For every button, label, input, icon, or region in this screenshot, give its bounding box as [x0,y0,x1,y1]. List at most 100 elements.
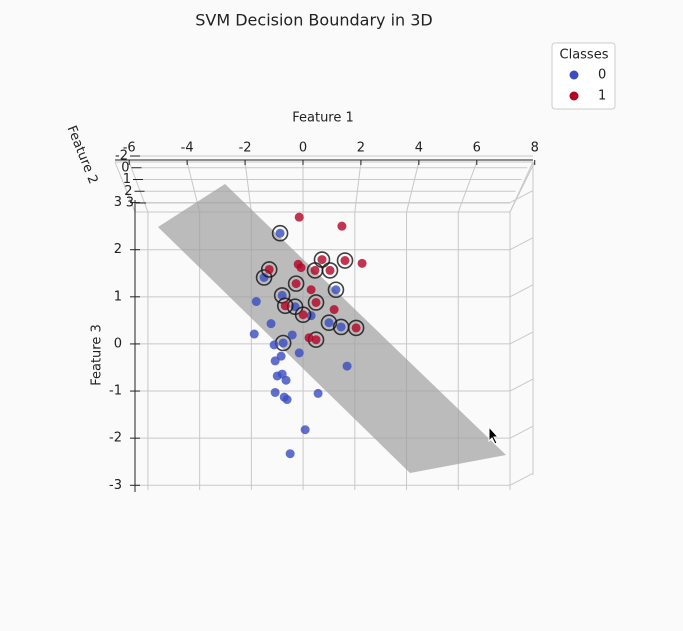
point [325,265,335,275]
x-tick-label: -6 [123,141,136,156]
legend: Classes 01 [551,42,616,110]
x-tick-label: -2 [239,141,252,156]
point [266,319,276,329]
support-vector-ring [320,314,338,332]
point [336,322,346,332]
point [329,305,339,315]
point [313,388,323,398]
point [270,387,280,397]
legend-marker [569,91,579,101]
point [340,256,350,266]
z-tick-label: 1 [123,172,131,187]
x-tick-label: 0 [299,141,307,156]
y-tick-label: 1 [114,289,122,304]
point [304,333,314,343]
legend-entries: 01 [569,68,606,104]
grid-line [457,161,478,213]
point [270,356,280,366]
point [294,348,304,358]
grid-line [509,331,534,345]
support-vector-ring [260,261,278,278]
grid-line [244,161,252,213]
x-tick-label: 8 [531,141,539,156]
point [259,272,269,282]
support-vector-ring [307,294,325,311]
point [287,330,297,340]
z-tick-label: 2 [124,184,132,199]
point [342,361,352,371]
point [300,425,310,435]
point [269,340,279,350]
grid-line [128,161,149,213]
point [317,255,327,265]
point [249,329,259,339]
grid-line [509,237,534,251]
point [285,449,295,459]
grid-line [509,472,534,486]
point [280,301,290,311]
chart-title: SVM Decision Boundary in 3D [195,11,433,30]
legend-title: Classes [560,48,609,63]
legend-marker [569,70,579,80]
y-tick-label: 3 [114,195,122,210]
y-tick-label: -1 [109,384,122,399]
support-vector-ring [287,275,305,292]
point [282,395,292,405]
point [294,212,304,222]
z-tick-label: 3 [126,196,134,211]
point [264,264,274,274]
x-tick-label: -4 [181,141,194,156]
mouse-cursor [488,425,500,445]
points [249,212,367,459]
grid-line [509,378,534,392]
grid-line [509,425,534,439]
support-vector-ring [255,269,273,286]
frame [114,161,136,213]
grid-line [406,161,420,213]
y-tick-label: -2 [109,431,122,446]
z-axis-label: Feature 2 [64,124,101,187]
grid-line [509,284,534,298]
point [272,371,282,381]
y-axis-label: Feature 3 [90,324,105,386]
point [278,338,288,348]
decision-plane [158,184,506,473]
point [311,335,321,345]
support-vector-ring [336,252,354,269]
point [281,375,291,385]
point [331,285,341,295]
z-tick-label: -2 [115,149,128,164]
z-tick-label: 0 [121,160,129,175]
legend-label: 1 [598,89,606,104]
point [296,263,306,273]
y-tick-label: 0 [114,336,122,351]
point [351,323,361,333]
x-tick-label: 4 [415,141,423,156]
point [357,258,367,268]
grid-line [354,161,362,213]
y-tick-label: 2 [114,242,122,257]
support-vector-ring [347,319,365,337]
support-vector-ring [294,306,312,324]
legend-label: 0 [598,68,606,83]
point [298,310,308,320]
x-tick-label: 2 [357,141,365,156]
point [324,318,334,328]
point [310,265,320,275]
support-vector-ring [271,224,289,242]
support-vector-ring [276,297,294,315]
y-tick-label: -3 [109,478,122,493]
legend-box [551,42,616,110]
point [291,279,301,289]
grid-line [509,161,536,213]
point [306,285,316,295]
point [251,297,261,307]
point [275,228,285,238]
grid-line [509,190,534,204]
x-axis-label: Feature 1 [292,111,354,126]
point [337,221,347,231]
point [311,297,321,307]
support-vector-ring [306,262,324,279]
x-tick-label: 6 [473,141,481,156]
